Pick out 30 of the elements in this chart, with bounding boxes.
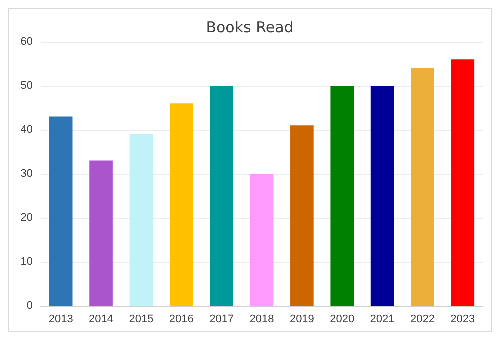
x-tick-label: 2020 — [330, 314, 355, 326]
x-tick-label: 2023 — [450, 314, 476, 326]
x-tick-label: 2014 — [89, 314, 114, 326]
bar — [330, 86, 354, 306]
x-tick-label: 2021 — [370, 314, 395, 326]
bar — [250, 174, 274, 306]
bar — [130, 134, 154, 306]
y-tick-label: 40 — [20, 124, 33, 136]
y-tick-label: 20 — [20, 212, 33, 224]
x-tick-label: 2013 — [48, 314, 74, 326]
x-tick-label: 2015 — [129, 314, 154, 326]
bar — [411, 68, 434, 306]
chart-title: Books Read — [206, 18, 294, 36]
y-tick-label: 60 — [20, 36, 33, 48]
y-tick-label: 50 — [20, 80, 33, 92]
bar — [290, 126, 314, 306]
bar — [210, 86, 234, 306]
x-tick-label: 2016 — [169, 314, 194, 326]
bar — [90, 160, 113, 306]
bar — [370, 86, 394, 306]
x-tick-label: 2019 — [290, 314, 314, 326]
y-tick-label: 30 — [20, 168, 33, 180]
bar — [49, 116, 73, 306]
x-tick-label: 2022 — [410, 314, 435, 326]
bar — [170, 104, 194, 306]
y-tick-label: 10 — [20, 256, 33, 268]
y-tick-label: 0 — [26, 300, 33, 312]
x-tick-label: 2017 — [210, 314, 234, 326]
x-tick-label: 2018 — [250, 314, 274, 326]
bar — [451, 60, 475, 306]
